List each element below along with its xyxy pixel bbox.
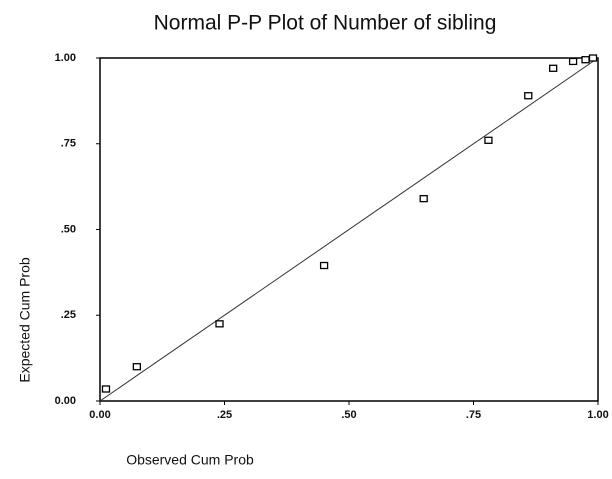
x-tick-label: .25 [217, 409, 232, 421]
point [568, 57, 578, 66]
point [132, 363, 142, 371]
y-tick-label: .25 [61, 309, 76, 321]
point [549, 64, 558, 72]
point [484, 136, 493, 144]
point [588, 54, 598, 62]
y-axis-label: Expected Cum Prob [17, 257, 33, 382]
point [319, 261, 329, 270]
x-tick-label: 1.00 [587, 409, 608, 421]
y-tick-label: .50 [61, 223, 76, 235]
point [419, 194, 428, 203]
x-tick-label: .50 [341, 409, 356, 421]
reference-line [99, 57, 599, 402]
y-tick-label: 0.00 [55, 395, 76, 407]
point [101, 385, 111, 393]
y-tick-label: 1.00 [55, 52, 76, 64]
point [215, 320, 224, 328]
x-tick-label: 0.00 [89, 409, 110, 421]
point [524, 92, 533, 100]
y-tick-label: .75 [61, 138, 76, 150]
point [581, 56, 590, 64]
chart-title: Normal P-P Plot of Number of sibling [154, 12, 497, 35]
x-axis-label: Observed Cum Prob [126, 452, 254, 468]
x-tick-label: .75 [466, 409, 481, 421]
